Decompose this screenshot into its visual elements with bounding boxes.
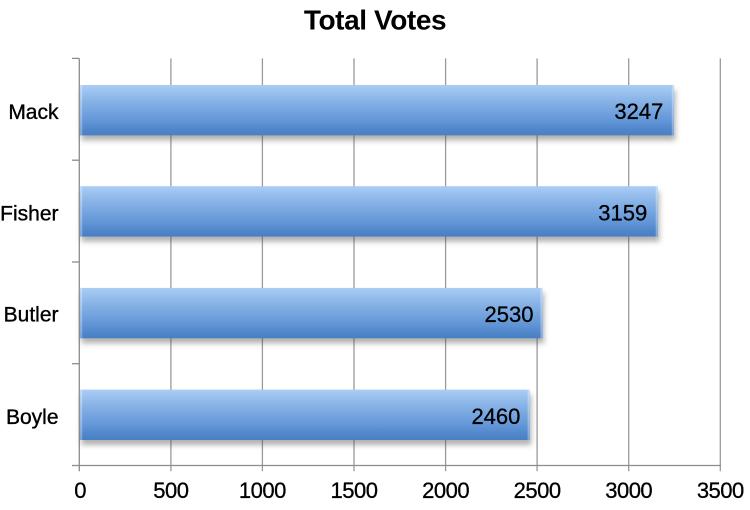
svg-text:Mack: Mack	[8, 101, 59, 124]
svg-text:Boyle: Boyle	[6, 406, 59, 429]
svg-text:3247: 3247	[614, 99, 663, 124]
svg-text:Fisher: Fisher	[0, 202, 58, 225]
svg-text:2500: 2500	[514, 478, 561, 503]
svg-text:500: 500	[153, 478, 188, 503]
svg-text:3159: 3159	[598, 201, 647, 226]
svg-text:3500: 3500	[697, 478, 744, 503]
svg-text:1500: 1500	[331, 478, 378, 503]
svg-text:Total Votes: Total Votes	[304, 4, 446, 35]
svg-text:3000: 3000	[605, 478, 652, 503]
svg-text:0: 0	[74, 478, 86, 503]
svg-text:2460: 2460	[471, 404, 520, 429]
svg-text:1000: 1000	[239, 478, 286, 503]
svg-text:Butler: Butler	[4, 304, 59, 327]
svg-text:2530: 2530	[485, 302, 534, 327]
svg-text:2000: 2000	[422, 478, 469, 503]
